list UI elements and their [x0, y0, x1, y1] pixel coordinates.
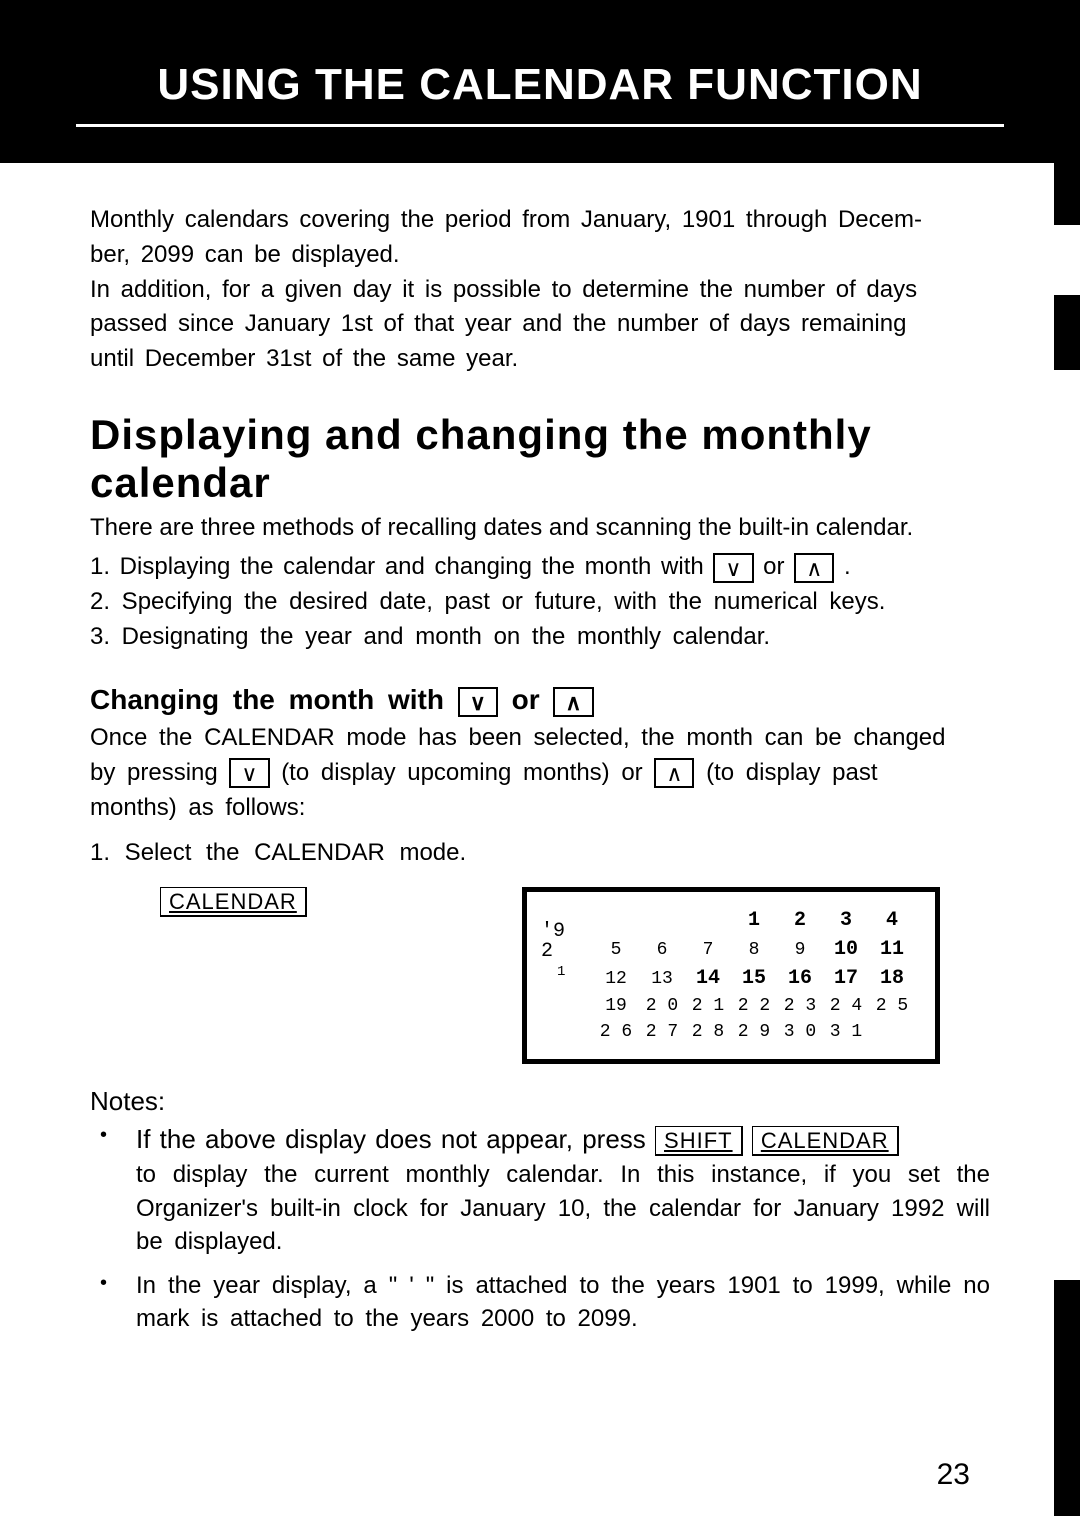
calendar-key: CALENDAR [752, 1126, 899, 1156]
shift-key: SHIFT [655, 1126, 743, 1156]
page-edge [1054, 0, 1080, 1516]
sub-text: (to display past [706, 759, 877, 786]
lcd-cell: 2 8 [685, 1019, 731, 1045]
intro-line: passed since January 1st of that year an… [90, 307, 990, 342]
page-header: USING THE CALENDAR FUNCTION [0, 0, 1080, 163]
lcd-cell: 13 [639, 964, 685, 993]
intro-block: Monthly calendars covering the period fr… [90, 203, 990, 377]
notes-heading: Notes: [90, 1086, 990, 1117]
page-title: USING THE CALENDAR FUNCTION [157, 60, 922, 109]
subhead-text: Changing the month with [90, 684, 458, 715]
lcd-cell [639, 906, 685, 935]
subhead-text: or [512, 684, 554, 715]
calendar-key-wrap: CALENDAR [90, 887, 522, 917]
method-text: or [763, 553, 794, 580]
up-key-icon: ∧ [654, 758, 694, 788]
lcd-cell: 18 [869, 964, 915, 993]
sub-line: Once the CALENDAR mode has been selected… [90, 721, 990, 756]
method-item: 1. Displaying the calendar and changing … [90, 550, 990, 585]
lcd-cell: 2 0 [639, 993, 685, 1019]
lcd-cell: 1 [731, 906, 777, 935]
step-item: 1. Select the CALENDAR mode. [90, 839, 990, 867]
lcd-cell: 16 [777, 964, 823, 993]
lcd-year: '9 2 1 [541, 906, 587, 1045]
sub-line: months) as follows: [90, 791, 990, 826]
lcd-cell: 2 9 [731, 1019, 777, 1045]
intro-line: ber, 2099 can be displayed. [90, 238, 990, 273]
sub-text: by pressing [90, 759, 229, 786]
note-text: If the above display does not appear, pr… [136, 1124, 655, 1154]
lcd-cell: 2 [777, 906, 823, 935]
method-item: 2. Specifying the desired date, past or … [90, 585, 990, 620]
lcd-cell: 3 [823, 906, 869, 935]
method-text: . [844, 553, 851, 580]
lcd-cell: 2 3 [777, 993, 823, 1019]
method-text: 1. Displaying the calendar and changing … [90, 553, 713, 580]
lcd-cell: 5 [593, 935, 639, 964]
content: Monthly calendars covering the period fr… [0, 163, 1080, 1336]
header-underline [76, 124, 1005, 127]
intro-line: until December 31st of the same year. [90, 342, 990, 377]
section-heading: Displaying and changing the monthly cale… [90, 411, 990, 508]
lcd-frame: '9 2 1 123456789101112131415161718192 02… [522, 887, 940, 1064]
subsection-body: Once the CALENDAR mode has been selected… [90, 721, 990, 825]
lcd-cell: 11 [869, 935, 915, 964]
down-key-icon: ∨ [458, 687, 498, 717]
lcd-month: 1 [541, 962, 587, 982]
intro-line: In addition, for a given day it is possi… [90, 273, 990, 308]
lcd-cell: 10 [823, 935, 869, 964]
note-text: to display the current monthly calendar.… [136, 1161, 990, 1255]
lcd-cell: 19 [593, 993, 639, 1019]
lcd-cell [685, 906, 731, 935]
lcd-cell: 2 7 [639, 1019, 685, 1045]
section-lead: There are three methods of recalling dat… [90, 512, 990, 544]
year-mark: ' [541, 920, 553, 943]
lcd-cell: 9 [777, 935, 823, 964]
lcd-cell: 2 2 [731, 993, 777, 1019]
lcd-cell: 14 [685, 964, 731, 993]
lcd-cell: 2 5 [869, 993, 915, 1019]
lcd-cell: 2 6 [593, 1019, 639, 1045]
lcd-cell: 3 1 [823, 1019, 869, 1045]
lcd-grid: 123456789101112131415161718192 02 12 22 … [593, 906, 915, 1045]
lcd-cell: 3 0 [777, 1019, 823, 1045]
up-key-icon: ∧ [794, 553, 834, 583]
lcd-cell: 4 [869, 906, 915, 935]
page-number: 23 [937, 1458, 970, 1492]
subsection-heading: Changing the month with ∨ or ∧ [90, 684, 990, 717]
lcd-cell: 6 [639, 935, 685, 964]
sub-text: (to display upcoming months) or [281, 759, 654, 786]
lcd-cell: 17 [823, 964, 869, 993]
note-item: In the year display, a " ' " is attached… [90, 1269, 990, 1336]
notes-list: If the above display does not appear, pr… [90, 1121, 990, 1336]
lcd-display: '9 2 1 123456789101112131415161718192 02… [522, 887, 990, 1064]
lcd-cell: 8 [731, 935, 777, 964]
lcd-cell: 15 [731, 964, 777, 993]
note-first-line: If the above display does not appear, pr… [136, 1124, 899, 1154]
methods-list: 1. Displaying the calendar and changing … [90, 550, 990, 654]
lcd-cell [869, 1019, 915, 1045]
lcd-cell: 12 [593, 964, 639, 993]
lcd-cell: 2 1 [685, 993, 731, 1019]
method-item: 3. Designating the year and month on the… [90, 620, 990, 655]
lcd-cell [593, 906, 639, 935]
intro-line: Monthly calendars covering the period fr… [90, 203, 990, 238]
calendar-key: CALENDAR [160, 887, 307, 917]
lcd-cell: 7 [685, 935, 731, 964]
calendar-row: CALENDAR '9 2 1 123456789101112131415161… [90, 887, 990, 1064]
sub-line: by pressing ∨ (to display upcoming month… [90, 756, 990, 791]
up-key-icon: ∧ [553, 687, 593, 717]
down-key-icon: ∨ [229, 758, 269, 788]
down-key-icon: ∨ [713, 553, 753, 583]
note-item: If the above display does not appear, pr… [90, 1121, 990, 1258]
lcd-cell: 2 4 [823, 993, 869, 1019]
